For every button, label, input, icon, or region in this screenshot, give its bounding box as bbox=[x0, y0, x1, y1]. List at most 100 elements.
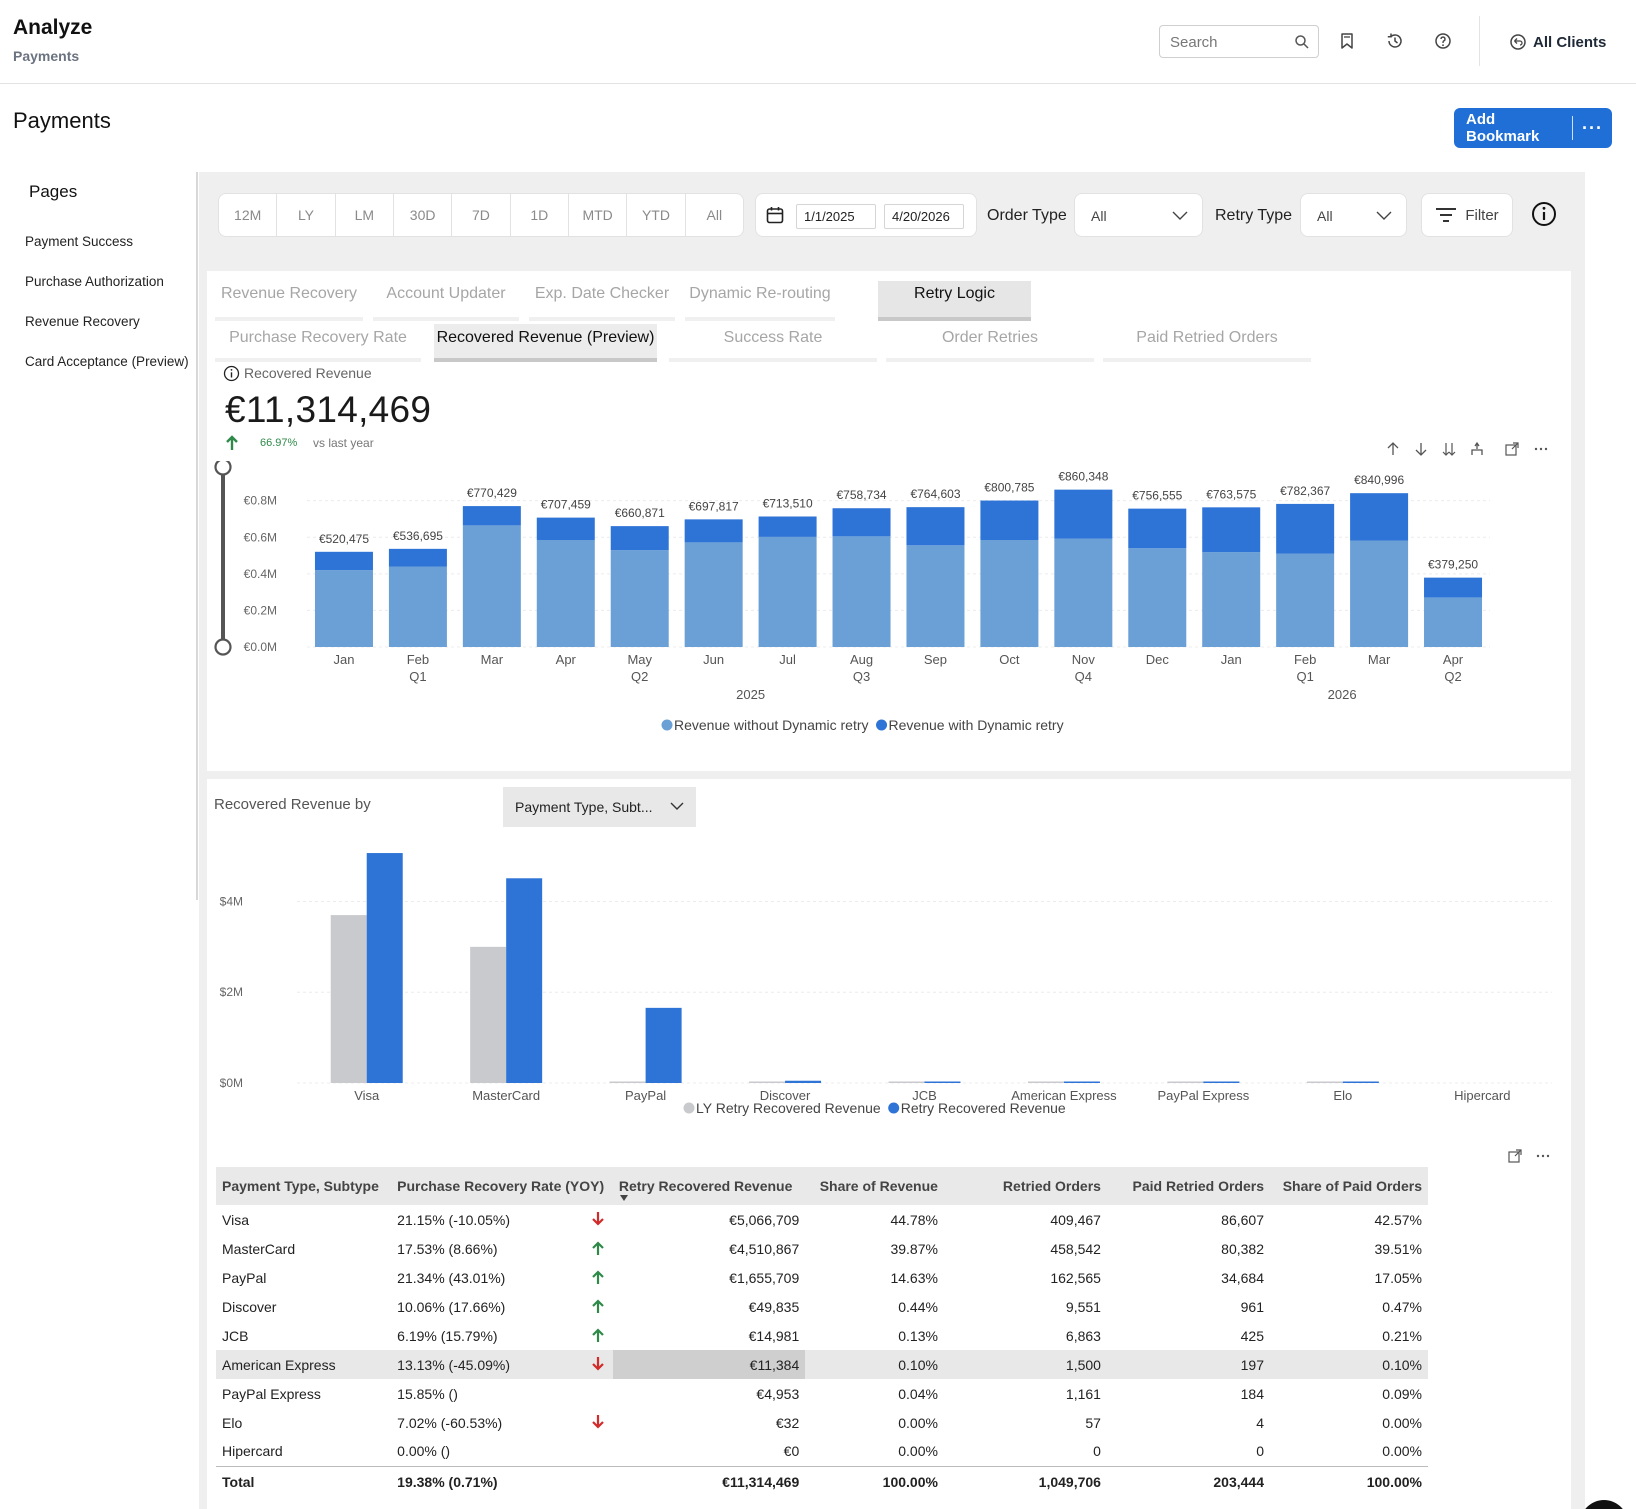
zoom-slider[interactable] bbox=[214, 461, 232, 656]
bar-without-dynamic-retry[interactable] bbox=[462, 525, 521, 647]
bar-retry-recovered-revenue[interactable] bbox=[366, 853, 403, 1083]
zoom-slider-top-handle[interactable] bbox=[214, 461, 232, 476]
bar-ly-retry-recovered-revenue[interactable] bbox=[749, 1081, 786, 1084]
period-ly-button[interactable]: LY bbox=[277, 194, 336, 236]
more-options-button[interactable]: ··· bbox=[1582, 117, 1603, 138]
period-1d-button[interactable]: 1D bbox=[511, 194, 569, 236]
table-row[interactable]: Elo 7.02% (-60.53%) €32 0.00% 57 4 0.00% bbox=[216, 1408, 1428, 1437]
table-row[interactable]: PayPal Express 15.85% () €4,953 0.04% 1,161 1… bbox=[216, 1379, 1428, 1408]
focus-mode-icon[interactable] bbox=[1504, 441, 1520, 457]
tab-purchase-recovery-rate[interactable]: Purchase Recovery Rate bbox=[215, 324, 421, 362]
table-row[interactable]: PayPal 21.34% (43.01%) €1,655,709 14.63% 162… bbox=[216, 1263, 1428, 1292]
bar-ly-retry-recovered-revenue[interactable] bbox=[1027, 1081, 1064, 1084]
date-to-input[interactable] bbox=[884, 204, 964, 229]
period-lm-button[interactable]: LM bbox=[336, 194, 394, 236]
drill-down-icon[interactable] bbox=[1413, 441, 1429, 457]
column-header[interactable]: Paid Retried Orders bbox=[1106, 1167, 1270, 1205]
bar-with-dynamic-retry[interactable] bbox=[832, 508, 891, 537]
legend-label[interactable]: Revenue without Dynamic retry bbox=[674, 717, 869, 733]
bar-with-dynamic-retry[interactable] bbox=[536, 517, 595, 541]
sidebar-item-purchase-authorization[interactable]: Purchase Authorization bbox=[25, 274, 164, 289]
bar-ly-retry-recovered-revenue[interactable] bbox=[888, 1081, 925, 1084]
bar-with-dynamic-retry[interactable] bbox=[1128, 508, 1187, 549]
date-from-input[interactable] bbox=[796, 204, 876, 229]
bar-with-dynamic-retry[interactable] bbox=[980, 500, 1039, 541]
tab-success-rate[interactable]: Success Rate bbox=[669, 324, 877, 362]
retry-type-dropdown[interactable]: All bbox=[1300, 193, 1407, 237]
tab-order-retries[interactable]: Order Retries bbox=[886, 324, 1094, 362]
bar-retry-recovered-revenue[interactable] bbox=[785, 1080, 822, 1083]
bookmark-icon[interactable] bbox=[1337, 31, 1357, 51]
period-7d-button[interactable]: 7D bbox=[452, 194, 511, 236]
bar-with-dynamic-retry[interactable] bbox=[1054, 489, 1113, 539]
bar-ly-retry-recovered-revenue[interactable] bbox=[330, 915, 367, 1083]
sidebar-item-card-acceptance[interactable]: Card Acceptance (Preview) bbox=[25, 354, 189, 369]
bar-with-dynamic-retry[interactable] bbox=[1350, 493, 1409, 541]
period-ytd-button[interactable]: YTD bbox=[627, 194, 686, 236]
bar-without-dynamic-retry[interactable] bbox=[980, 540, 1039, 647]
bar-with-dynamic-retry[interactable] bbox=[1276, 503, 1335, 554]
more-options-icon[interactable] bbox=[1533, 441, 1549, 457]
tab-account-updater[interactable]: Account Updater bbox=[373, 281, 519, 321]
tab-paid-retried-orders[interactable]: Paid Retried Orders bbox=[1103, 324, 1311, 362]
bar-with-dynamic-retry[interactable] bbox=[758, 516, 817, 537]
zoom-slider-bottom-handle[interactable] bbox=[214, 638, 232, 656]
more-options-icon[interactable] bbox=[1535, 1148, 1551, 1164]
bar-without-dynamic-retry[interactable] bbox=[684, 542, 743, 647]
legend-label[interactable]: Revenue with Dynamic retry bbox=[889, 717, 1064, 733]
bar-retry-recovered-revenue[interactable] bbox=[1063, 1081, 1100, 1084]
bar-without-dynamic-retry[interactable] bbox=[1424, 597, 1483, 647]
column-header[interactable]: Payment Type, Subtype bbox=[216, 1167, 392, 1205]
tab-recovered-revenue-preview[interactable]: Recovered Revenue (Preview) bbox=[434, 324, 657, 362]
history-icon[interactable] bbox=[1385, 31, 1405, 51]
table-row[interactable]: Discover 10.06% (17.66%) €49,835 0.44% 9,551… bbox=[216, 1292, 1428, 1321]
column-header-sorted[interactable]: Retry Recovered Revenue bbox=[612, 1167, 806, 1205]
filter-button[interactable]: Filter bbox=[1421, 193, 1513, 237]
sidebar-item-payment-success[interactable]: Payment Success bbox=[25, 234, 134, 249]
bar-with-dynamic-retry[interactable] bbox=[1424, 577, 1483, 598]
drill-up-icon[interactable] bbox=[1385, 441, 1401, 457]
period-30d-button[interactable]: 30D bbox=[394, 194, 453, 236]
tab-retry-logic[interactable]: Retry Logic bbox=[878, 281, 1031, 321]
bar-retry-recovered-revenue[interactable] bbox=[1203, 1081, 1240, 1084]
bar-without-dynamic-retry[interactable] bbox=[314, 570, 373, 647]
table-row[interactable]: JCB 6.19% (15.79%) €14,981 0.13% 6,863 425 0.2… bbox=[216, 1321, 1428, 1350]
bar-with-dynamic-retry[interactable] bbox=[610, 526, 669, 551]
help-icon[interactable] bbox=[1433, 31, 1453, 51]
bar-retry-recovered-revenue[interactable] bbox=[506, 878, 543, 1083]
search-icon[interactable] bbox=[1294, 34, 1310, 50]
bar-ly-retry-recovered-revenue[interactable] bbox=[1306, 1081, 1343, 1084]
chat-launcher-button[interactable] bbox=[1580, 1500, 1628, 1509]
bar-with-dynamic-retry[interactable] bbox=[1202, 507, 1261, 553]
period-mtd-button[interactable]: MTD bbox=[569, 194, 628, 236]
column-header[interactable]: Purchase Recovery Rate (YOY) bbox=[391, 1167, 613, 1205]
bar-ly-retry-recovered-revenue[interactable] bbox=[609, 1081, 646, 1084]
column-header[interactable]: Retried Orders bbox=[943, 1167, 1107, 1205]
bar-with-dynamic-retry[interactable] bbox=[314, 551, 373, 571]
bar-without-dynamic-retry[interactable] bbox=[1128, 548, 1187, 647]
bar-without-dynamic-retry[interactable] bbox=[610, 550, 669, 647]
bar-with-dynamic-retry[interactable] bbox=[462, 506, 521, 526]
table-row[interactable]: Hipercard 0.00% () €0 0.00% 0 0 0.00% bbox=[216, 1437, 1428, 1466]
search-input[interactable] bbox=[1170, 32, 1290, 52]
bar-with-dynamic-retry[interactable] bbox=[906, 507, 965, 546]
bar-without-dynamic-retry[interactable] bbox=[832, 536, 891, 647]
table-row[interactable]: MasterCard 17.53% (8.66%) €4,510,867 39.87%… bbox=[216, 1234, 1428, 1263]
all-clients-button[interactable]: All Clients bbox=[1509, 30, 1606, 54]
search-box[interactable] bbox=[1159, 25, 1319, 58]
bar-with-dynamic-retry[interactable] bbox=[388, 548, 447, 567]
expand-hierarchy-icon[interactable] bbox=[1469, 441, 1485, 457]
bar-without-dynamic-retry[interactable] bbox=[536, 540, 595, 647]
expand-next-level-icon[interactable] bbox=[1441, 441, 1457, 457]
bar-without-dynamic-retry[interactable] bbox=[1350, 540, 1409, 647]
sidebar-item-revenue-recovery[interactable]: Revenue Recovery bbox=[25, 314, 140, 329]
bar-without-dynamic-retry[interactable] bbox=[388, 566, 447, 647]
info-icon[interactable] bbox=[223, 365, 240, 382]
tab-exp-date-checker[interactable]: Exp. Date Checker bbox=[529, 281, 675, 321]
bar-without-dynamic-retry[interactable] bbox=[906, 545, 965, 647]
legend-label[interactable]: Retry Recovered Revenue bbox=[901, 1100, 1066, 1116]
bar-retry-recovered-revenue[interactable] bbox=[1342, 1081, 1379, 1084]
bar-without-dynamic-retry[interactable] bbox=[1276, 553, 1335, 647]
order-type-dropdown[interactable]: All bbox=[1074, 193, 1203, 237]
calendar-icon[interactable] bbox=[765, 205, 785, 225]
